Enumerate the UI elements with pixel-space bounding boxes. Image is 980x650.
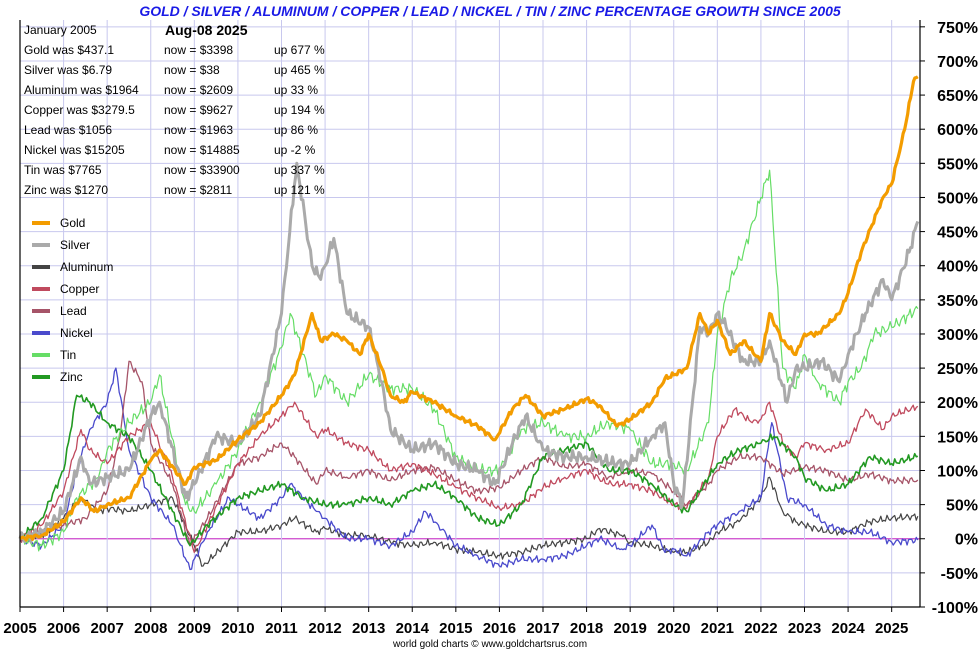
info-row-now: now = $14885 bbox=[164, 143, 240, 157]
y-tick-label: 150% bbox=[937, 429, 978, 446]
info-row-change: up 194 % bbox=[274, 103, 325, 117]
x-tick-label: 2008 bbox=[134, 620, 167, 637]
x-tick-label: 2010 bbox=[221, 620, 254, 637]
y-tick-label: 750% bbox=[937, 20, 978, 37]
x-tick-label: 2011 bbox=[265, 620, 298, 637]
info-panel: January 2005 Aug-08 2025 Gold was $437.1… bbox=[24, 22, 325, 197]
info-row-now: now = $2811 bbox=[164, 183, 232, 197]
legend-label-tin: Tin bbox=[60, 348, 76, 362]
x-tick-label: 2020 bbox=[657, 620, 690, 637]
info-row-was: Gold was $437.1 bbox=[24, 43, 114, 57]
info-row-was: Aluminum was $1964 bbox=[24, 83, 139, 97]
x-tick-label: 2023 bbox=[788, 620, 821, 637]
x-tick-label: 2024 bbox=[831, 620, 865, 637]
info-row-now: now = $38 bbox=[164, 63, 220, 77]
legend-label-aluminum: Aluminum bbox=[60, 260, 113, 274]
y-tick-label: 700% bbox=[937, 54, 978, 71]
x-tick-label: 2009 bbox=[178, 620, 211, 637]
legend-label-gold: Gold bbox=[60, 216, 85, 230]
x-tick-label: 2006 bbox=[47, 620, 80, 637]
info-row-was: Copper was $3279.5 bbox=[24, 103, 135, 117]
info-row-change: up 465 % bbox=[274, 63, 325, 77]
y-tick-label: 650% bbox=[937, 88, 978, 105]
series-line-zinc bbox=[19, 394, 919, 547]
y-tick-label: 550% bbox=[937, 156, 978, 173]
info-row-was: Nickel was $15205 bbox=[24, 143, 125, 157]
info-row-change: up 121 % bbox=[274, 183, 325, 197]
legend-label-zinc: Zinc bbox=[60, 370, 83, 384]
x-tick-label: 2018 bbox=[570, 620, 603, 637]
info-row-change: up 677 % bbox=[274, 43, 325, 57]
legend: Gold Silver Aluminum Copper Lead Nickel Tin Zin… bbox=[32, 216, 113, 384]
info-row-change: up 337 % bbox=[274, 163, 325, 177]
y-tick-label: 50% bbox=[946, 498, 978, 515]
legend-label-lead: Lead bbox=[60, 304, 87, 318]
info-row-now: now = $33900 bbox=[164, 163, 240, 177]
y-tick-label: 250% bbox=[937, 361, 978, 378]
y-tick-label: 450% bbox=[937, 225, 978, 242]
info-rows: Gold was $437.1 now = $3398 up 677 % Silver… bbox=[24, 43, 325, 197]
y-axis: 750% 700% 650% 600% 550% 500% 450% 400% 350% 300%… bbox=[920, 20, 978, 617]
x-tick-label: 2021 bbox=[701, 620, 734, 637]
y-tick-label: 500% bbox=[937, 190, 978, 207]
y-tick-label: 0% bbox=[955, 532, 978, 549]
x-tick-label: 2007 bbox=[90, 620, 123, 637]
plot-frame bbox=[19, 20, 921, 608]
legend-label-nickel: Nickel bbox=[60, 326, 93, 340]
x-tick-label: 2025 bbox=[875, 620, 908, 637]
x-tick-label: 2013 bbox=[352, 620, 385, 637]
x-tick-label: 2019 bbox=[613, 620, 646, 637]
credit-text: world gold charts © www.goldchartsrus.co… bbox=[392, 639, 587, 650]
info-row-was: Tin was $7765 bbox=[24, 163, 102, 177]
y-tick-label: 400% bbox=[937, 259, 978, 276]
x-tick-label: 2014 bbox=[396, 620, 430, 637]
y-tick-label: -100% bbox=[932, 600, 978, 617]
series-line-copper bbox=[19, 401, 919, 554]
info-start-label: January 2005 bbox=[24, 23, 97, 37]
series-line-silver bbox=[18, 161, 920, 544]
x-axis: 2005 2006 2007 2008 2009 2010 2011 2012 2013 2014… bbox=[3, 607, 908, 637]
legend-label-silver: Silver bbox=[60, 238, 90, 252]
y-tick-label: 200% bbox=[937, 395, 978, 412]
info-row-was: Zinc was $1270 bbox=[24, 183, 108, 197]
info-row-now: now = $9627 bbox=[164, 103, 233, 117]
info-row-change: up 86 % bbox=[274, 123, 318, 137]
y-tick-label: 600% bbox=[937, 122, 978, 139]
y-tick-label: 350% bbox=[937, 293, 978, 310]
legend-label-copper: Copper bbox=[60, 282, 99, 296]
series-line-gold bbox=[19, 75, 919, 542]
info-row-change: up 33 % bbox=[274, 83, 318, 97]
series-line-lead bbox=[19, 360, 919, 547]
series-layer bbox=[18, 75, 920, 571]
info-row-change: up -2 % bbox=[274, 143, 316, 157]
y-tick-label: -50% bbox=[941, 566, 978, 583]
info-row-now: now = $1963 bbox=[164, 123, 233, 137]
y-tick-label: 300% bbox=[937, 327, 978, 344]
x-tick-label: 2022 bbox=[744, 620, 777, 637]
y-tick-label: 100% bbox=[937, 463, 978, 480]
x-tick-label: 2005 bbox=[3, 620, 36, 637]
x-tick-label: 2017 bbox=[526, 620, 559, 637]
chart-title: GOLD / SILVER / ALUMINUM / COPPER / LEAD… bbox=[139, 3, 841, 19]
info-row-now: now = $2609 bbox=[164, 83, 233, 97]
x-tick-label: 2012 bbox=[308, 620, 341, 637]
x-tick-label: 2016 bbox=[483, 620, 516, 637]
x-tick-label: 2015 bbox=[439, 620, 472, 637]
info-date: Aug-08 2025 bbox=[165, 22, 248, 38]
info-row-was: Silver was $6.79 bbox=[24, 63, 112, 77]
info-row-now: now = $3398 bbox=[164, 43, 233, 57]
info-row-was: Lead was $1056 bbox=[24, 123, 112, 137]
